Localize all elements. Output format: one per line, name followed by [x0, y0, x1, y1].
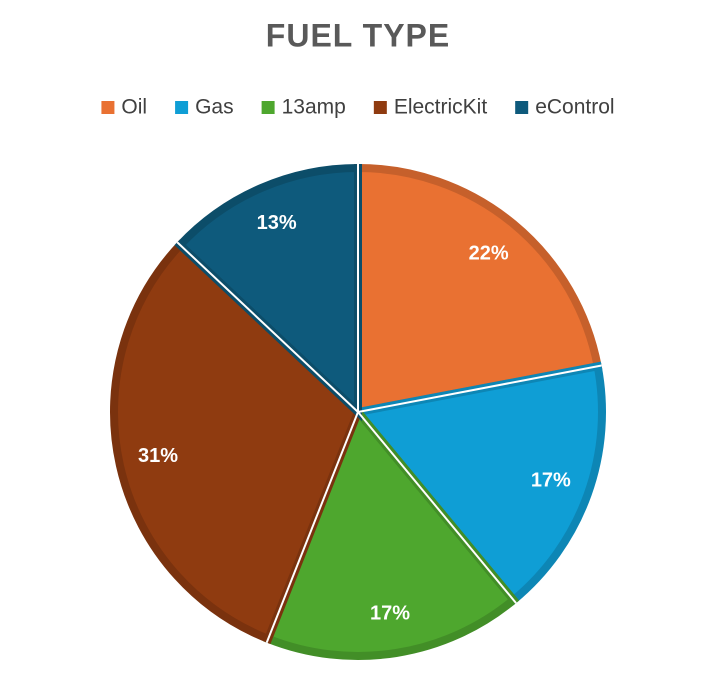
data-label: 31% [138, 445, 178, 467]
pie-slice [350, 361, 606, 606]
pie [110, 163, 606, 660]
data-label: 22% [469, 242, 509, 264]
pie-slice [110, 239, 363, 645]
legend-label: ElectricKit [394, 96, 488, 119]
legend-label: eControl [535, 96, 614, 119]
pie-slice [174, 163, 362, 422]
slice-separator [176, 241, 359, 413]
pie-slice [354, 163, 603, 417]
legend-label: Oil [121, 96, 147, 119]
legend-swatch [101, 101, 115, 114]
pie-slice [262, 404, 520, 660]
legend-swatch [261, 101, 275, 114]
chart-title: FUEL TYPE [266, 17, 450, 53]
legend-label: Gas [195, 96, 234, 119]
legend-swatch [515, 101, 529, 114]
slice-separator [357, 364, 602, 413]
slice-separator [357, 411, 517, 604]
legend-label: 13amp [282, 96, 346, 119]
legend-swatch [175, 101, 189, 114]
data-label: 17% [370, 603, 410, 625]
data-label: 17% [531, 470, 571, 492]
slice-separator [265, 411, 359, 643]
data-labels: 22% 17% 17% 31% 13% [138, 212, 571, 625]
legend: Oil Gas 13amp ElectricKit eControl [101, 96, 615, 119]
legend-swatch [373, 101, 387, 114]
data-label: 13% [257, 212, 297, 234]
